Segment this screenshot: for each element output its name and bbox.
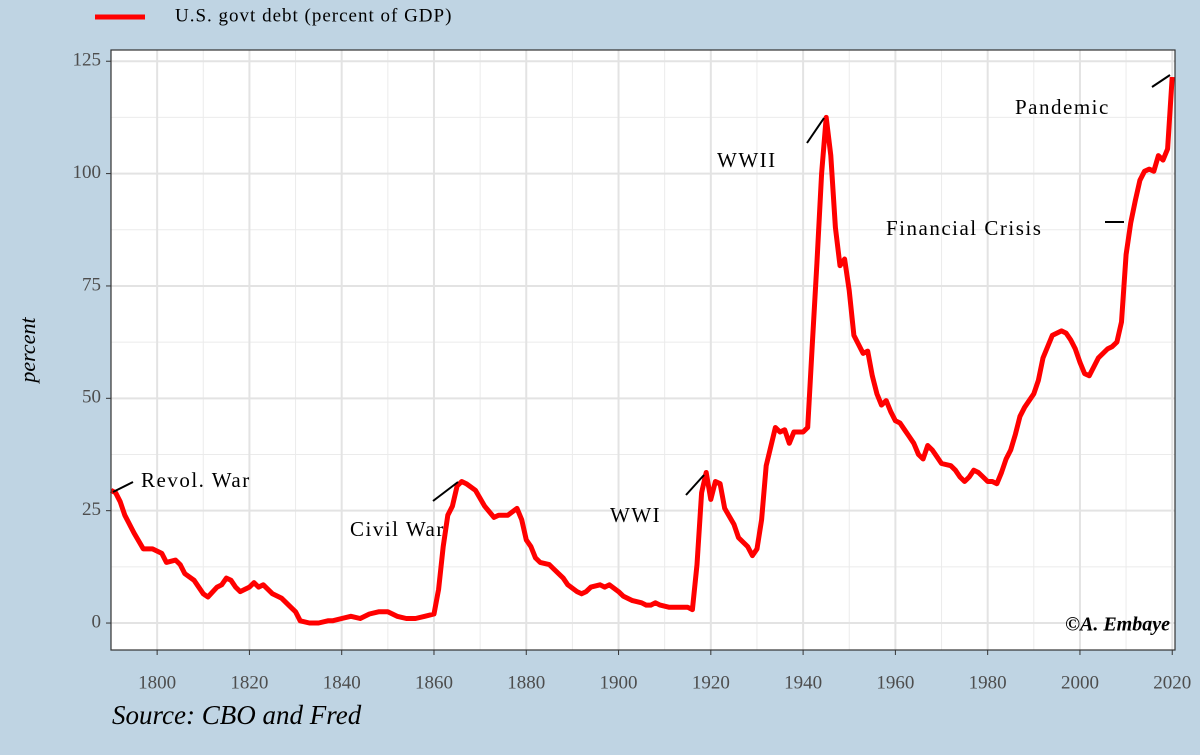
x-tick-label: 1920 (692, 672, 730, 693)
line (109, 76, 1175, 626)
annotation: WWI (610, 503, 661, 527)
plot-panel (111, 50, 1175, 650)
annotation-leader (112, 481, 134, 493)
grid (111, 50, 1175, 650)
x-tick-label: 1880 (507, 672, 545, 693)
x-tick-label: 1980 (969, 672, 1007, 693)
y-tick-label: 100 (73, 162, 102, 183)
y-axis-label: percent (15, 317, 40, 385)
x-tick-label: 2000 (1061, 672, 1099, 693)
y-tick-label: 50 (82, 387, 101, 408)
legend-label: U.S. govt debt (percent of GDP) (175, 5, 452, 26)
annotation: WWII (717, 148, 777, 172)
x-tick-label: 1900 (600, 672, 638, 693)
y-tick-label: 0 (92, 611, 102, 632)
annotation-leader (806, 117, 825, 144)
annotation-leader (1151, 74, 1171, 88)
x-tick-label: 2020 (1153, 672, 1191, 693)
x-tick-label: 1860 (415, 672, 453, 693)
plot-border (110, 49, 1176, 651)
x-tick-label: 1820 (230, 672, 268, 693)
source: Source: CBO and Fred (112, 700, 362, 730)
y-tick-label: 25 (82, 499, 101, 520)
y-tick-label: 125 (73, 50, 102, 71)
annotation: Financial Crisis (886, 216, 1042, 240)
y-tick-label: 75 (82, 274, 101, 295)
x-tick-label: 1960 (876, 672, 914, 693)
x-tick-label: 1840 (323, 672, 361, 693)
x-tick-label: 1800 (138, 672, 176, 693)
annotation: Civil War (350, 517, 445, 541)
annotation-leader (685, 474, 705, 496)
credit: ©A. Embaye (1065, 614, 1170, 636)
marks (109, 76, 1175, 626)
annotation: Pandemic (1015, 95, 1110, 119)
annotation: Revol. War (141, 468, 251, 492)
x-tick-label: 1940 (784, 672, 822, 693)
annotation-leader (432, 481, 459, 502)
